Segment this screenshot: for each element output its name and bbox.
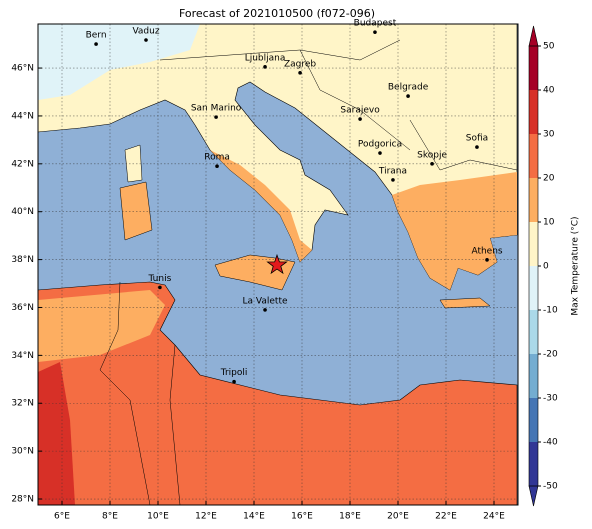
colorbar-tick-label: -40 [543,438,558,448]
city-label: Bern [86,31,107,41]
city-dot [475,145,479,149]
y-tick-label: 44°N [11,111,34,121]
colorbar-tick-label: -10 [543,306,558,316]
city-dot [358,117,362,121]
city-dot [485,258,489,262]
city-label: La Valette [243,296,288,306]
crete [439,297,491,309]
grid: 6°E 8°E 10°E 12°E 14°E 16°E 18°E 20°E 22°E 24°E 28… [11,24,518,522]
colorbar-tick-label: -30 [543,394,558,404]
city-label: Skopje [417,150,447,160]
city-label: Belgrade [388,83,429,93]
colorbar-tick-label: 10 [543,218,555,228]
y-tick-label: 32°N [11,399,34,409]
city-dot [94,42,98,46]
x-tick-label: 6°E [54,512,70,522]
colorbar: 50 40 30 20 10 0 -10 -20 -30 -40 -50 [528,25,558,507]
city-label: Tripoli [220,368,248,378]
city-dot [378,151,382,155]
x-tick-label: 18°E [339,512,361,522]
city-label: Athens [471,246,502,256]
x-tick-label: 22°E [435,512,457,522]
colorbar-segment [529,398,538,442]
city-dot [263,65,267,69]
colorbar-segment [529,46,538,90]
sardinia [119,181,153,241]
y-tick-label: 28°N [11,495,34,505]
colorbar-segment [529,442,538,486]
x-tick-label: 10°E [147,512,169,522]
city-label: Vaduz [132,27,159,37]
colorbar-segment [529,222,538,266]
y-tick-label: 30°N [11,447,34,457]
x-tick-label: 12°E [195,512,217,522]
city-label: San Marino [191,104,242,114]
city-dot [406,94,410,98]
city-label: Tunis [148,274,172,284]
x-tick-label: 20°E [387,512,409,522]
x-tick-label: 14°E [243,512,265,522]
colorbar-tick-label: -50 [543,482,558,492]
city-label: Sofia [466,134,488,144]
y-tick-label: 46°N [11,64,34,74]
colorbar-tick-label: 50 [543,42,555,52]
city-dot [391,178,395,182]
city-dot [144,38,148,42]
map [38,24,518,505]
colorbar-tick-label: 0 [543,262,549,272]
colorbar-label: Max Temperature (°C) [571,216,581,315]
map-frame [37,23,519,506]
y-tick-label: 40°N [11,207,34,217]
colorbar-extend-top [528,25,539,47]
colorbar-segment [529,90,538,134]
city-dot [263,308,267,312]
y-tick-label: 36°N [11,303,34,313]
colorbar-extend-bottom [528,485,539,507]
city-label: Tirana [378,166,407,176]
colorbar-tick-label: 40 [543,86,555,96]
city-dot [373,30,377,34]
corsica [124,144,143,183]
title: Forecast of 2021010500 (f072-096) [179,7,375,20]
colorbar-tick-label: 30 [543,130,555,140]
city-dot [158,285,162,290]
city-label: Roma [204,153,230,163]
colorbar-segment [529,134,538,178]
city-dot [214,115,218,119]
city-label: Zagreb [284,59,316,69]
africa-land [38,281,518,505]
y-tick-label: 42°N [11,159,34,169]
mild-zone-tunisia [38,290,165,362]
star-marker [266,253,288,275]
hot-zone-algeria [38,362,75,505]
city-dot [215,164,219,169]
y-tick-label: 34°N [11,351,34,361]
colorbar-tick-label: -20 [543,350,558,360]
colorbar-segment [529,178,538,222]
alpine-zone [38,24,200,100]
y-tick-label: 38°N [11,255,34,265]
city-label: Ljubljana [245,53,286,63]
x-tick-label: 24°E [483,512,505,522]
city-dot [430,162,434,166]
colorbar-segment [529,310,538,354]
colorbar-segment [529,354,538,398]
city-label: Sarajevo [340,106,380,116]
city-label: Budapest [354,19,397,29]
colorbar-tick-label: 20 [543,174,555,184]
x-tick-label: 16°E [291,512,313,522]
city-label: Podgorica [358,140,402,150]
border [99,39,518,505]
city-dot [298,71,302,75]
city-dot [232,379,236,384]
warm-zone-italy [210,150,312,262]
colorbar-segment [529,266,538,310]
x-tick-label: 8°E [102,512,118,522]
